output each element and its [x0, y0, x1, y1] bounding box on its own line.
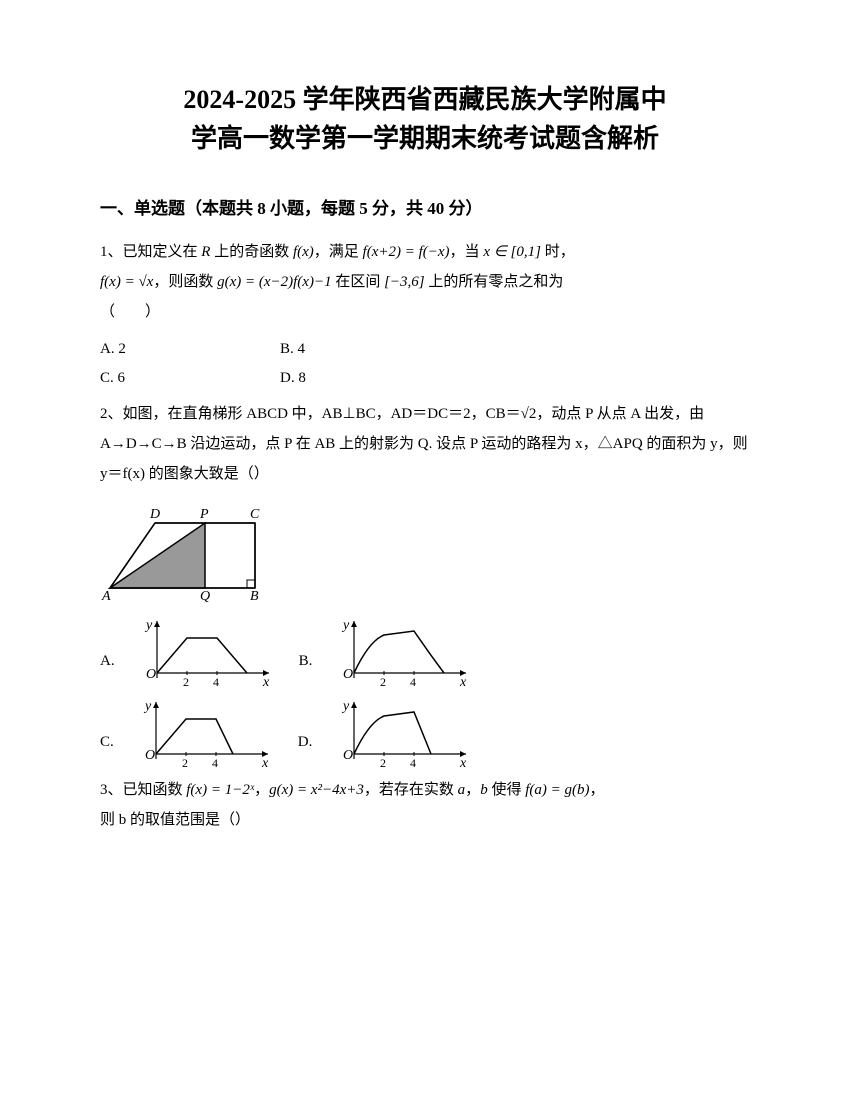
label-Q: Q — [200, 589, 210, 603]
q2-graphs-row-1: A. 2 4 O x y B. 2 4 O — [100, 613, 750, 688]
label-P: P — [199, 507, 209, 522]
svg-text:4: 4 — [212, 756, 218, 769]
svg-text:O: O — [145, 748, 155, 763]
trapezoid-figure: D P C A Q B — [100, 503, 750, 603]
svg-text:4: 4 — [410, 756, 416, 769]
question-2: 2、如图，在直角梯形 ABCD 中，AB⊥BC，AD＝DC＝2，CB＝√2，动点… — [100, 399, 750, 489]
svg-text:2: 2 — [380, 675, 386, 688]
svg-text:O: O — [343, 748, 353, 763]
svg-text:O: O — [343, 667, 353, 682]
svg-text:x: x — [261, 756, 269, 769]
q1-option-d: D. 8 — [280, 370, 460, 387]
svg-text:y: y — [143, 699, 152, 714]
q1-option-c: C. 6 — [100, 370, 280, 387]
question-3: 3、已知函数 f(x) = 1−2ˣ，g(x) = x²−4x+3，若存在实数 … — [100, 775, 750, 835]
label-D: D — [149, 507, 160, 522]
q1-options-row-1: A. 2 B. 4 — [100, 341, 750, 358]
svg-text:2: 2 — [380, 756, 386, 769]
svg-text:x: x — [262, 675, 270, 688]
svg-text:2: 2 — [182, 756, 188, 769]
section-1-header: 一、单选题（本题共 8 小题，每题 5 分，共 40 分） — [100, 194, 750, 219]
trapezoid-svg: D P C A Q B — [100, 503, 270, 603]
svg-text:2: 2 — [183, 675, 189, 688]
q2-graph-c: 2 4 O x y — [138, 694, 278, 769]
q2-graph-b: 2 4 O x y — [336, 613, 476, 688]
svg-text:y: y — [144, 618, 153, 633]
svg-text:O: O — [146, 667, 156, 682]
q2-opt-d-label: D. — [298, 734, 313, 769]
svg-text:y: y — [341, 618, 350, 633]
svg-text:x: x — [459, 756, 467, 769]
q1-options-row-2: C. 6 D. 8 — [100, 370, 750, 387]
title-line-1: 2024-2025 学年陕西省西藏民族大学附属中 — [100, 80, 750, 119]
exam-title: 2024-2025 学年陕西省西藏民族大学附属中 学高一数学第一学期期末统考试题… — [100, 80, 750, 158]
svg-text:x: x — [459, 675, 467, 688]
svg-text:y: y — [341, 699, 350, 714]
q1-option-a: A. 2 — [100, 341, 280, 358]
label-B: B — [250, 589, 259, 603]
q2-opt-c-label: C. — [100, 734, 114, 769]
question-1: 1、已知定义在 R 上的奇函数 f(x)，满足 f(x+2) = f(−x)，当… — [100, 237, 750, 327]
label-C: C — [250, 507, 260, 522]
q2-opt-b-label: B. — [299, 653, 313, 688]
q2-opt-a-label: A. — [100, 653, 115, 688]
q2-graph-a: 2 4 O x y — [139, 613, 279, 688]
svg-text:4: 4 — [410, 675, 416, 688]
title-line-2: 学高一数学第一学期期末统考试题含解析 — [100, 119, 750, 158]
svg-text:4: 4 — [213, 675, 219, 688]
q2-graph-d: 2 4 O x y — [336, 694, 476, 769]
label-A: A — [101, 589, 111, 603]
q1-option-b: B. 4 — [280, 341, 460, 358]
q2-graphs-row-2: C. 2 4 O x y D. 2 4 O — [100, 694, 750, 769]
